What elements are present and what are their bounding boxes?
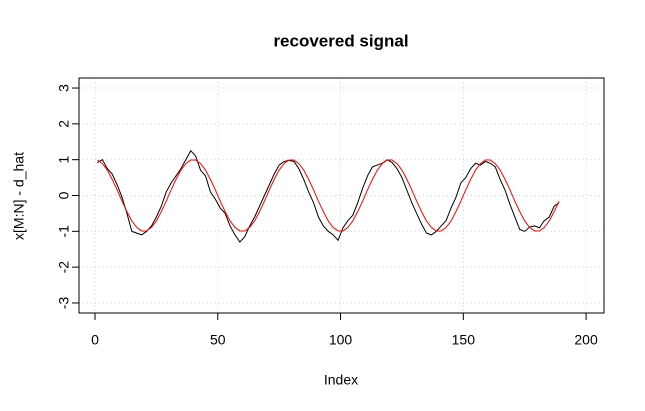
x-tick-label: 150	[452, 332, 476, 348]
series-line	[97, 149, 560, 243]
x-tick-label: 50	[210, 332, 226, 348]
x-axis-label: Index	[324, 372, 358, 388]
y-tick-label: 3	[56, 84, 72, 92]
x-tick-label: 0	[91, 332, 99, 348]
plot-box	[78, 77, 605, 314]
y-tick-label: 1	[56, 156, 72, 164]
x-tick-label: 200	[574, 332, 598, 348]
x-tick-label: 100	[329, 332, 353, 348]
y-tick-label: 0	[56, 191, 72, 199]
y-tick-label: -2	[56, 261, 72, 274]
chart-title: recovered signal	[273, 31, 408, 50]
y-tick-label: -3	[56, 297, 72, 310]
y-tick-label: 2	[56, 120, 72, 128]
y-axis-label: x[M:N] - d_hat	[11, 152, 27, 240]
series-line	[97, 159, 560, 232]
y-tick-label: -1	[56, 225, 72, 238]
